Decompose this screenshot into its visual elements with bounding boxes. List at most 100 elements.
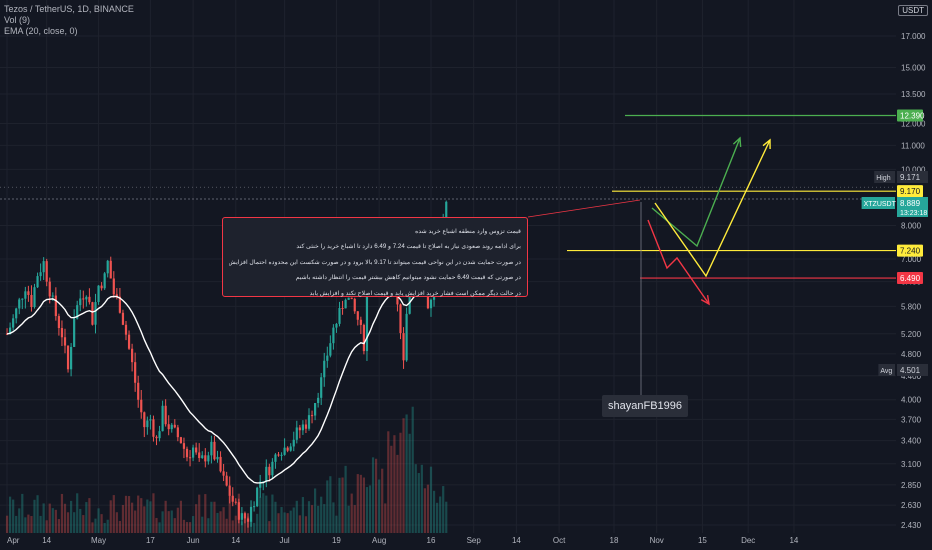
candle-body bbox=[396, 294, 399, 305]
candle-body bbox=[323, 360, 326, 378]
volume-bar bbox=[402, 418, 405, 533]
volume-bar bbox=[18, 508, 21, 533]
arrow-head bbox=[762, 138, 771, 150]
candle-body bbox=[204, 455, 207, 462]
price-tag-name-label: High bbox=[876, 175, 891, 182]
volume-bar bbox=[231, 520, 234, 533]
candle-body bbox=[304, 424, 308, 429]
candle-body bbox=[24, 291, 27, 299]
analysis-note[interactable]: قیمت تزوس وارد منطقه اشباع خرید شده برای… bbox=[222, 217, 528, 297]
candle-body bbox=[137, 382, 140, 400]
candle-body bbox=[143, 412, 146, 428]
y-tick-label: 3.100 bbox=[901, 460, 922, 469]
volume-bar bbox=[121, 504, 125, 533]
candle-body bbox=[88, 296, 91, 303]
volume-bar bbox=[51, 508, 54, 533]
candle-body bbox=[42, 261, 45, 273]
ema-indicator-label[interactable]: EMA (20, close, 0) bbox=[4, 26, 78, 36]
candle-body bbox=[253, 506, 256, 508]
candle-body bbox=[79, 298, 82, 306]
volume-bar bbox=[445, 501, 448, 533]
y-tick-label: 2.630 bbox=[901, 501, 922, 510]
volume-bar bbox=[332, 502, 335, 533]
y-tick-label: 2.850 bbox=[901, 481, 922, 490]
volume-bar bbox=[295, 500, 298, 533]
candle-body bbox=[127, 334, 131, 349]
candle-body bbox=[195, 447, 198, 453]
candle-body bbox=[161, 405, 164, 432]
price-tag-name bbox=[878, 364, 895, 376]
volume-bar bbox=[82, 515, 85, 533]
candle-body bbox=[112, 278, 115, 295]
volume-bar bbox=[262, 493, 265, 533]
countdown-label: 13:23:18 bbox=[900, 210, 927, 217]
candle-body bbox=[176, 427, 179, 438]
candle-body bbox=[286, 447, 289, 451]
volume-bar bbox=[417, 473, 420, 533]
volume-bar bbox=[106, 519, 109, 533]
volume-bar bbox=[314, 488, 317, 533]
volume-bar bbox=[335, 515, 338, 533]
time-axis[interactable]: Apr 14 May 17 Jun 14 Jul 19 Aug 16 Sep 14 Oct 18 Nov 15… bbox=[7, 536, 799, 545]
volume-bar bbox=[301, 497, 304, 533]
candle-body bbox=[213, 441, 216, 460]
volume-bar bbox=[207, 518, 210, 533]
volume-bar bbox=[353, 505, 356, 533]
volume-bar bbox=[149, 501, 152, 533]
price-tag-value-label: 4.501 bbox=[900, 366, 921, 375]
candle-body bbox=[9, 327, 12, 334]
candle-body bbox=[124, 324, 128, 335]
candle-body bbox=[216, 456, 219, 460]
currency-label[interactable]: USDT bbox=[898, 5, 928, 16]
volume-bar bbox=[131, 502, 134, 533]
level-tag-label: 12.390 bbox=[900, 112, 925, 121]
candle-body bbox=[265, 466, 268, 482]
candle-body bbox=[146, 420, 149, 428]
volume-bar bbox=[442, 486, 445, 533]
projection-path[interactable] bbox=[654, 139, 771, 278]
volume-bar bbox=[368, 485, 372, 533]
candle-body bbox=[222, 471, 225, 476]
volume-bar bbox=[176, 507, 179, 533]
candle-body bbox=[356, 311, 359, 320]
candle-body bbox=[152, 419, 155, 437]
volume-indicator-label[interactable]: Vol (9) bbox=[4, 15, 31, 25]
price-tags: 12.390 9.170 7.240 6.490 High 9.171 XTZUSDT 8.8… bbox=[861, 109, 928, 376]
projection-path[interactable] bbox=[647, 219, 710, 305]
price-tag-value bbox=[897, 171, 928, 183]
volume-bar bbox=[161, 511, 164, 533]
volume-bar bbox=[170, 510, 173, 533]
x-tick-label: Nov bbox=[650, 536, 664, 545]
candle-body bbox=[350, 297, 353, 299]
candle-body bbox=[48, 281, 51, 297]
volume-bar bbox=[371, 457, 375, 533]
arrow-head bbox=[732, 136, 742, 148]
volume-bar bbox=[137, 495, 140, 533]
volume-bar bbox=[304, 516, 308, 533]
candle-body bbox=[30, 294, 33, 308]
volume-bar bbox=[384, 503, 387, 533]
candle-body bbox=[338, 308, 341, 324]
volume-bar bbox=[158, 522, 161, 533]
candle-body bbox=[237, 502, 240, 520]
volume-bar bbox=[79, 508, 82, 533]
volume-bar bbox=[48, 503, 51, 533]
candle-body bbox=[94, 302, 97, 325]
volume-bar bbox=[408, 433, 411, 533]
y-tick-label: 5.800 bbox=[901, 302, 922, 311]
x-tick-label: 14 bbox=[789, 536, 798, 545]
volume-bar bbox=[195, 504, 198, 533]
candle-body bbox=[207, 455, 210, 462]
projection-path[interactable] bbox=[651, 137, 741, 248]
volume-bar bbox=[326, 480, 329, 533]
symbol-title[interactable]: Tezos / TetherUS, 1D, BINANCE bbox=[4, 4, 134, 14]
candle-body bbox=[91, 302, 94, 325]
x-tick-label: Jun bbox=[187, 536, 200, 545]
candle-body bbox=[109, 260, 112, 279]
volume-bar bbox=[432, 490, 436, 533]
candle-body bbox=[280, 454, 283, 456]
volume-bar bbox=[359, 474, 362, 533]
candle-body bbox=[210, 441, 213, 456]
volume-bar bbox=[60, 493, 64, 533]
